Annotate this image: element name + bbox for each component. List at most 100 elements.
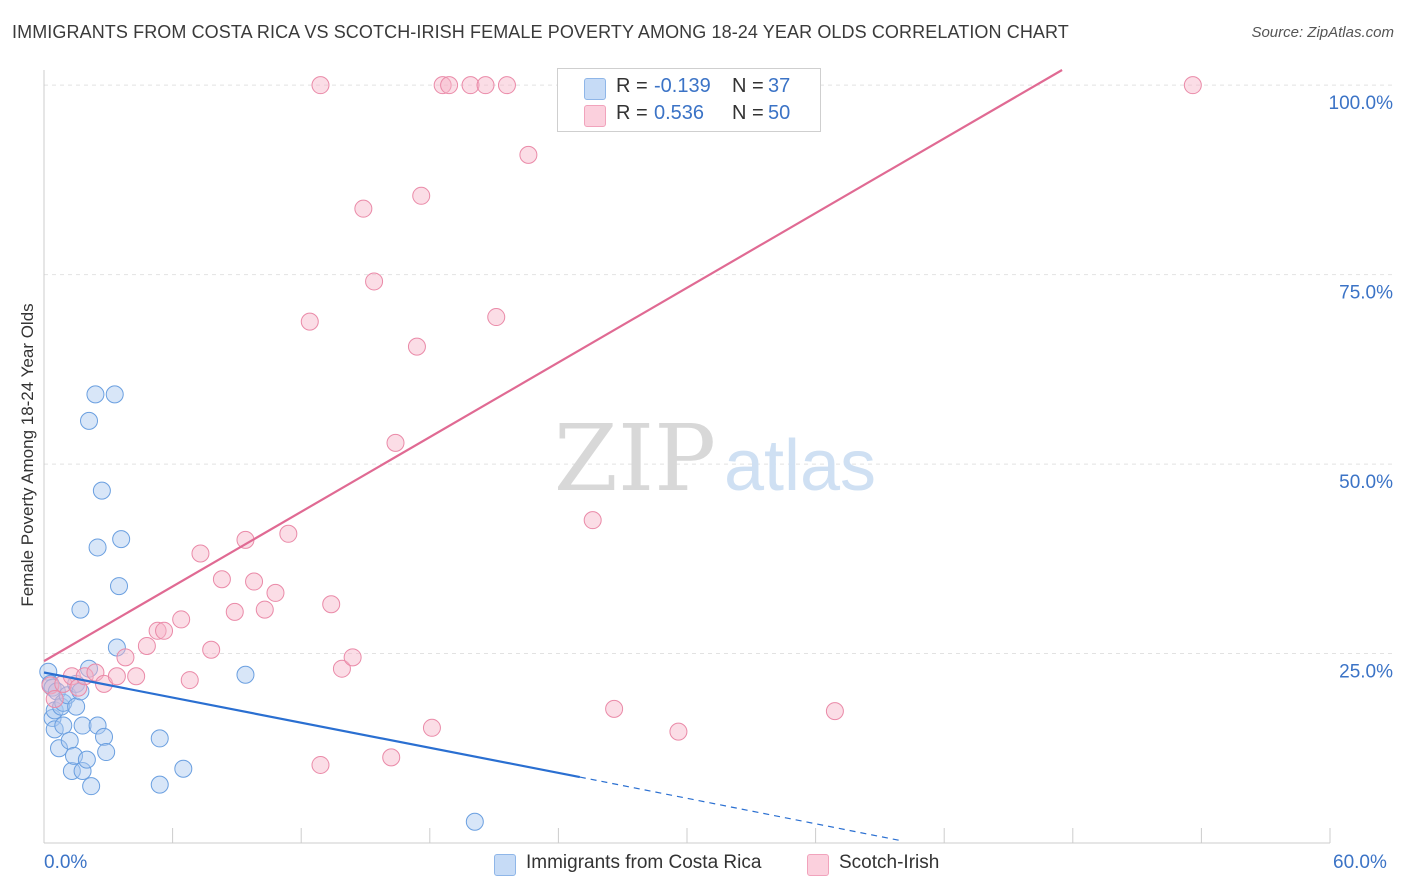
point-scotch-irish: [155, 621, 174, 640]
point-scotch-irish: [487, 308, 506, 327]
x-axis-min-label: 0.0%: [44, 852, 88, 873]
n-label: N =: [732, 75, 764, 97]
axes: [43, 70, 1331, 844]
point-scotch-irish: [476, 76, 495, 95]
point-costa-rica: [465, 812, 484, 831]
x-axis-max-label: 60.0%: [1333, 852, 1387, 873]
y-tick-label: 100.0%: [1329, 93, 1394, 114]
point-costa-rica: [86, 385, 105, 404]
point-scotch-irish: [412, 186, 431, 205]
point-costa-rica: [80, 411, 99, 430]
point-costa-rica: [60, 731, 79, 750]
gridlines: [44, 84, 1392, 655]
point-costa-rica: [82, 777, 101, 796]
point-scotch-irish: [137, 636, 156, 655]
legend-swatch-costa-rica: [494, 854, 516, 876]
point-scotch-irish: [127, 667, 146, 686]
point-scotch-irish: [311, 755, 330, 774]
point-scotch-irish: [332, 659, 351, 678]
point-costa-rica: [97, 743, 116, 762]
n-value: 37: [768, 75, 791, 97]
point-scotch-irish: [669, 722, 688, 741]
legend-swatch-scotch-irish: [807, 854, 829, 876]
point-scotch-irish: [386, 433, 405, 452]
point-scotch-irish: [440, 76, 459, 95]
r-label: R =: [616, 75, 648, 97]
source-label: Source: ZipAtlas.com: [1251, 24, 1394, 41]
y-tick-label: 75.0%: [1339, 283, 1393, 304]
point-costa-rica: [150, 775, 169, 794]
watermark: ZIP atlas: [554, 405, 876, 512]
r-value: -0.139: [654, 75, 711, 97]
point-scotch-irish: [382, 748, 401, 767]
trend-line-costa-rica-extrapolated: [579, 776, 902, 842]
chart-title: IMMIGRANTS FROM COSTA RICA VS SCOTCH-IRI…: [12, 22, 1069, 42]
point-costa-rica: [50, 739, 69, 758]
watermark-atlas: atlas: [724, 426, 876, 506]
point-scotch-irish: [583, 511, 602, 530]
point-scotch-irish: [365, 272, 384, 291]
point-scotch-irish: [245, 572, 264, 591]
point-costa-rica: [73, 762, 92, 781]
point-costa-rica: [73, 716, 92, 735]
point-scotch-irish: [45, 690, 64, 709]
point-scotch-irish: [343, 648, 362, 667]
point-scotch-irish: [279, 524, 298, 543]
point-scotch-irish: [354, 199, 373, 218]
point-scotch-irish: [497, 76, 516, 95]
point-costa-rica: [150, 729, 169, 748]
trend-line-costa-rica: [43, 671, 581, 779]
data-points: [39, 76, 1202, 831]
trend-line-scotch-irish: [43, 69, 1063, 663]
point-scotch-irish: [255, 600, 274, 619]
point-costa-rica: [88, 716, 107, 735]
point-costa-rica: [92, 481, 111, 500]
point-scotch-irish: [300, 312, 319, 331]
series-legend: Immigrants from Costa Rica Scotch-Irish: [0, 852, 1406, 878]
legend-label: Scotch-Irish: [839, 852, 940, 873]
point-scotch-irish: [266, 583, 285, 602]
point-scotch-irish: [825, 702, 844, 721]
point-scotch-irish: [41, 676, 60, 695]
point-costa-rica: [77, 750, 96, 769]
point-costa-rica: [54, 716, 73, 735]
point-scotch-irish: [180, 671, 199, 690]
point-scotch-irish: [311, 76, 330, 95]
point-costa-rica: [110, 577, 129, 596]
point-costa-rica: [62, 762, 81, 781]
point-scotch-irish: [202, 640, 221, 659]
point-costa-rica: [45, 720, 64, 739]
point-costa-rica: [236, 665, 255, 684]
legend-swatch-costa-rica: [584, 78, 606, 100]
y-axis-title: Female Poverty Among 18-24 Year Olds: [18, 303, 37, 607]
point-scotch-irish: [519, 145, 538, 164]
point-costa-rica: [174, 759, 193, 778]
point-costa-rica: [67, 697, 86, 716]
r-label: R =: [616, 102, 648, 124]
point-costa-rica: [105, 385, 124, 404]
point-scotch-irish: [461, 76, 480, 95]
point-scotch-irish: [433, 76, 452, 95]
point-costa-rica: [112, 530, 131, 549]
point-scotch-irish: [148, 621, 167, 640]
y-tick-labels: 100.0% 75.0% 50.0% 25.0%: [1329, 93, 1394, 682]
n-label: N =: [732, 102, 764, 124]
n-value: 50: [768, 102, 791, 124]
correlation-legend: R = -0.139 N = 37 R = 0.536 N = 50: [557, 68, 821, 132]
point-scotch-irish: [212, 570, 231, 589]
point-scotch-irish: [1183, 76, 1202, 95]
point-scotch-irish: [116, 648, 135, 667]
point-scotch-irish: [225, 602, 244, 621]
watermark-zip: ZIP: [554, 405, 716, 512]
legend-swatch-scotch-irish: [584, 105, 606, 127]
point-scotch-irish: [407, 337, 426, 356]
point-scotch-irish: [107, 667, 126, 686]
point-costa-rica: [95, 727, 114, 746]
trend-lines: [43, 69, 1063, 842]
point-scotch-irish: [422, 718, 441, 737]
y-tick-label: 50.0%: [1339, 472, 1393, 493]
y-tick-label: 25.0%: [1339, 662, 1393, 683]
point-scotch-irish: [322, 595, 341, 614]
point-scotch-irish: [605, 699, 624, 718]
